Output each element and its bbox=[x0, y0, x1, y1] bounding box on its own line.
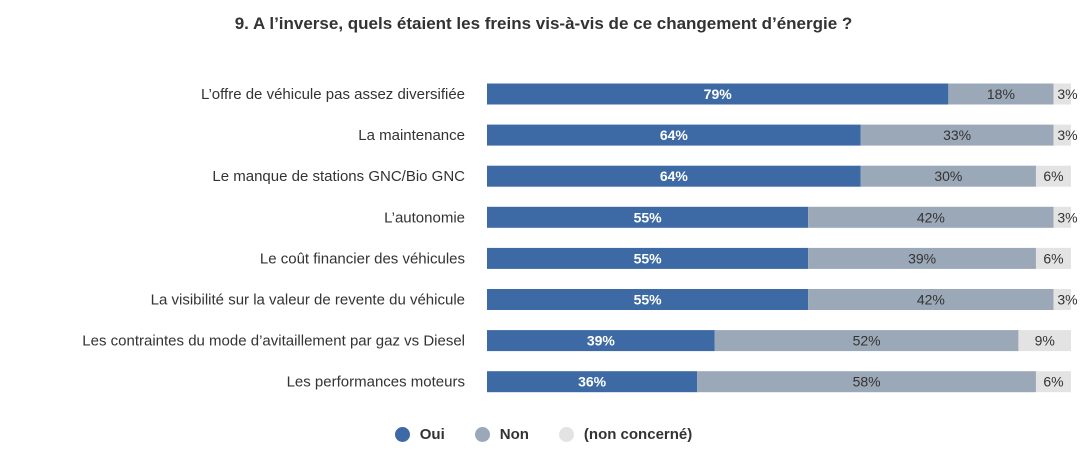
data-label-non-concern: 6% bbox=[1043, 168, 1063, 184]
chart-title: 9. A l’inverse, quels étaient les freins… bbox=[234, 14, 853, 33]
bar-non[interactable] bbox=[860, 165, 1036, 187]
data-label-non-concern: 3% bbox=[1057, 127, 1077, 143]
data-label-non-concern: 3% bbox=[1057, 86, 1077, 102]
category-label: Le coût financier des véhicules bbox=[260, 250, 465, 267]
bar-non[interactable] bbox=[808, 289, 1054, 310]
legend-swatch-oui bbox=[394, 427, 410, 442]
data-label-non-concern: 3% bbox=[1057, 209, 1077, 225]
legend-label-non: Non bbox=[499, 426, 529, 443]
data-label-oui: 79% bbox=[704, 86, 733, 102]
bar-non-concern[interactable] bbox=[1053, 289, 1071, 310]
bar-non[interactable] bbox=[860, 124, 1054, 146]
data-label-oui: 55% bbox=[634, 209, 663, 225]
data-label-non: 33% bbox=[943, 127, 971, 143]
data-label-non: 30% bbox=[934, 168, 962, 184]
bar-non[interactable] bbox=[714, 330, 1019, 352]
bar-non-concern[interactable] bbox=[1053, 124, 1071, 146]
data-label-non-concern: 6% bbox=[1043, 250, 1063, 266]
bar-oui[interactable] bbox=[487, 289, 809, 310]
data-label-oui: 55% bbox=[634, 250, 663, 266]
data-label-oui: 64% bbox=[660, 127, 689, 143]
legend-item-oui[interactable]: Oui bbox=[394, 426, 445, 443]
bar-oui[interactable] bbox=[487, 247, 809, 269]
data-label-non-concern: 6% bbox=[1043, 374, 1063, 390]
legend-label-oui: Oui bbox=[419, 426, 445, 443]
bar-oui[interactable] bbox=[487, 83, 949, 105]
bar-non[interactable] bbox=[948, 83, 1054, 105]
legend-item-non[interactable]: Non bbox=[474, 426, 529, 443]
data-label-non: 42% bbox=[917, 209, 945, 225]
data-label-non: 39% bbox=[908, 250, 936, 266]
bar-non-concern[interactable] bbox=[1035, 165, 1071, 187]
bar-oui[interactable] bbox=[487, 206, 809, 228]
category-label: L’offre de véhicule pas assez diversifié… bbox=[201, 86, 465, 103]
bar-non-concern[interactable] bbox=[1053, 83, 1071, 105]
bar-non-concern[interactable] bbox=[1035, 371, 1071, 393]
bar-non[interactable] bbox=[808, 206, 1054, 228]
data-label-non: 52% bbox=[853, 333, 881, 349]
bar-non-concern[interactable] bbox=[1018, 330, 1071, 352]
bar-non[interactable] bbox=[697, 371, 1036, 393]
category-label: Les contraintes du mode d’avitaillement … bbox=[82, 333, 465, 350]
category-label: La maintenance bbox=[358, 127, 465, 144]
bar-oui[interactable] bbox=[487, 165, 861, 187]
chart-legend: Oui Non (non concerné) bbox=[0, 426, 1087, 443]
bar-non-concern[interactable] bbox=[1053, 206, 1071, 228]
bar-oui[interactable] bbox=[487, 371, 698, 393]
data-label-oui: 64% bbox=[660, 168, 689, 184]
data-label-non-concern: 3% bbox=[1057, 292, 1077, 308]
legend-swatch-non-concerne bbox=[558, 427, 574, 442]
category-label: Le manque de stations GNC/Bio GNC bbox=[212, 168, 465, 185]
legend-label-non-concerne: (non concerné) bbox=[583, 426, 693, 443]
category-label: La visibilité sur la valeur de revente d… bbox=[151, 292, 465, 309]
data-label-non: 18% bbox=[987, 86, 1015, 102]
legend-swatch-non bbox=[474, 427, 490, 442]
data-label-non: 42% bbox=[917, 292, 945, 308]
data-label-non: 58% bbox=[853, 374, 881, 390]
bar-oui[interactable] bbox=[487, 330, 715, 352]
category-label: Les performances moteurs bbox=[287, 374, 465, 391]
data-label-non-concern: 9% bbox=[1035, 333, 1055, 349]
data-label-oui: 36% bbox=[578, 374, 607, 390]
bar-oui[interactable] bbox=[487, 124, 861, 146]
legend-item-non-concerne[interactable]: (non concerné) bbox=[558, 426, 693, 443]
data-label-oui: 39% bbox=[587, 333, 616, 349]
stacked-bar-chart: L’offre de véhicule pas assez diversifié… bbox=[82, 83, 1078, 393]
bar-non[interactable] bbox=[808, 247, 1036, 269]
bar-non-concern[interactable] bbox=[1035, 247, 1071, 269]
category-label: L’autonomie bbox=[384, 209, 465, 226]
data-label-oui: 55% bbox=[634, 292, 663, 308]
